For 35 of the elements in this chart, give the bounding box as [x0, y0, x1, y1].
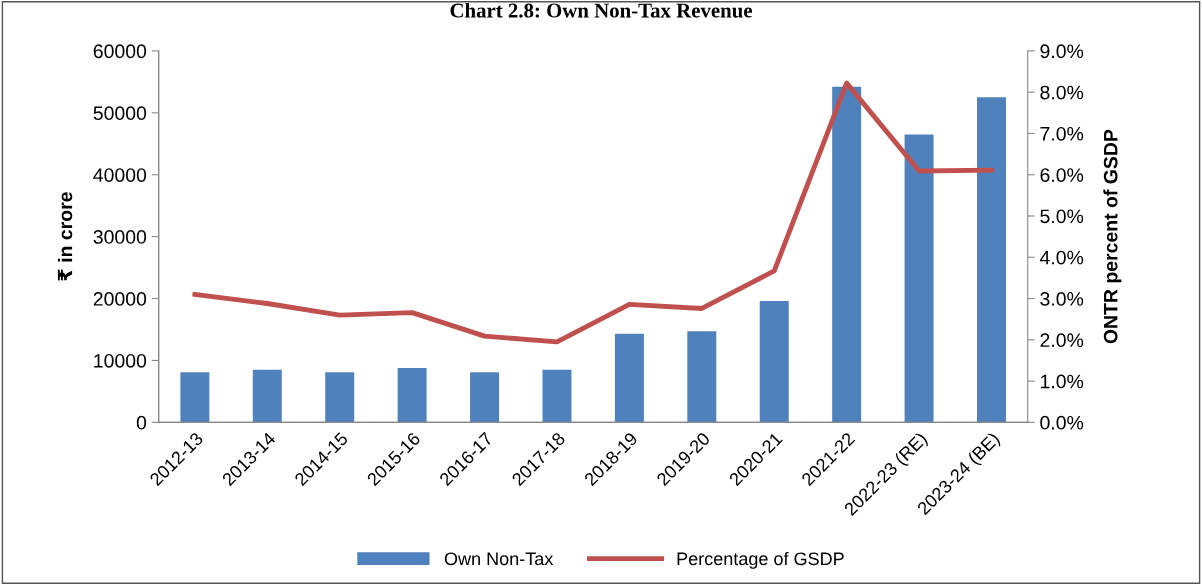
y-axis-title: ₹ in crore — [57, 192, 73, 281]
y2-tick-label: 3.0% — [1040, 292, 1084, 306]
y2-tick-label: 7.0% — [1040, 126, 1084, 141]
y-tick-label: 40000 — [93, 168, 147, 182]
y2-tick-label: 5.0% — [1040, 209, 1084, 224]
y2-tick-label: 8.0% — [1040, 85, 1084, 100]
chart-title: Chart 2.8: Own Non-Tax Revenue — [450, 2, 752, 18]
y2-tick-label: 2.0% — [1040, 333, 1084, 348]
bar — [325, 372, 355, 423]
bar — [470, 372, 500, 423]
y2-tick-label: 9.0% — [1040, 44, 1084, 59]
y-tick-label: 0 — [136, 415, 147, 430]
bar — [687, 331, 717, 423]
y-tick-label: 10000 — [94, 353, 147, 368]
bar — [180, 372, 210, 423]
bar — [904, 134, 934, 423]
legend-label: Percentage of GSDP — [677, 551, 844, 569]
y-tick-label: 30000 — [93, 230, 147, 244]
y-tick-label: 60000 — [93, 44, 147, 59]
bar — [252, 369, 282, 423]
bar — [977, 97, 1006, 423]
bar — [542, 369, 572, 423]
bar — [832, 86, 862, 423]
y2-tick-label: 6.0% — [1040, 168, 1084, 182]
y2-tick-label: 0.0% — [1040, 415, 1084, 430]
y-tick-label: 20000 — [93, 292, 147, 306]
legend-label: Own Non-Tax — [444, 552, 554, 566]
y-tick-label: 50000 — [93, 106, 147, 121]
y2-axis-title: ONTR percent of GSDP — [1103, 129, 1122, 344]
y2-tick-label: 4.0% — [1039, 250, 1084, 265]
line-series — [192, 80, 994, 345]
bar — [397, 367, 427, 423]
bar — [759, 301, 789, 423]
y2-tick-label: 1.0% — [1041, 374, 1084, 389]
bar — [614, 333, 644, 423]
